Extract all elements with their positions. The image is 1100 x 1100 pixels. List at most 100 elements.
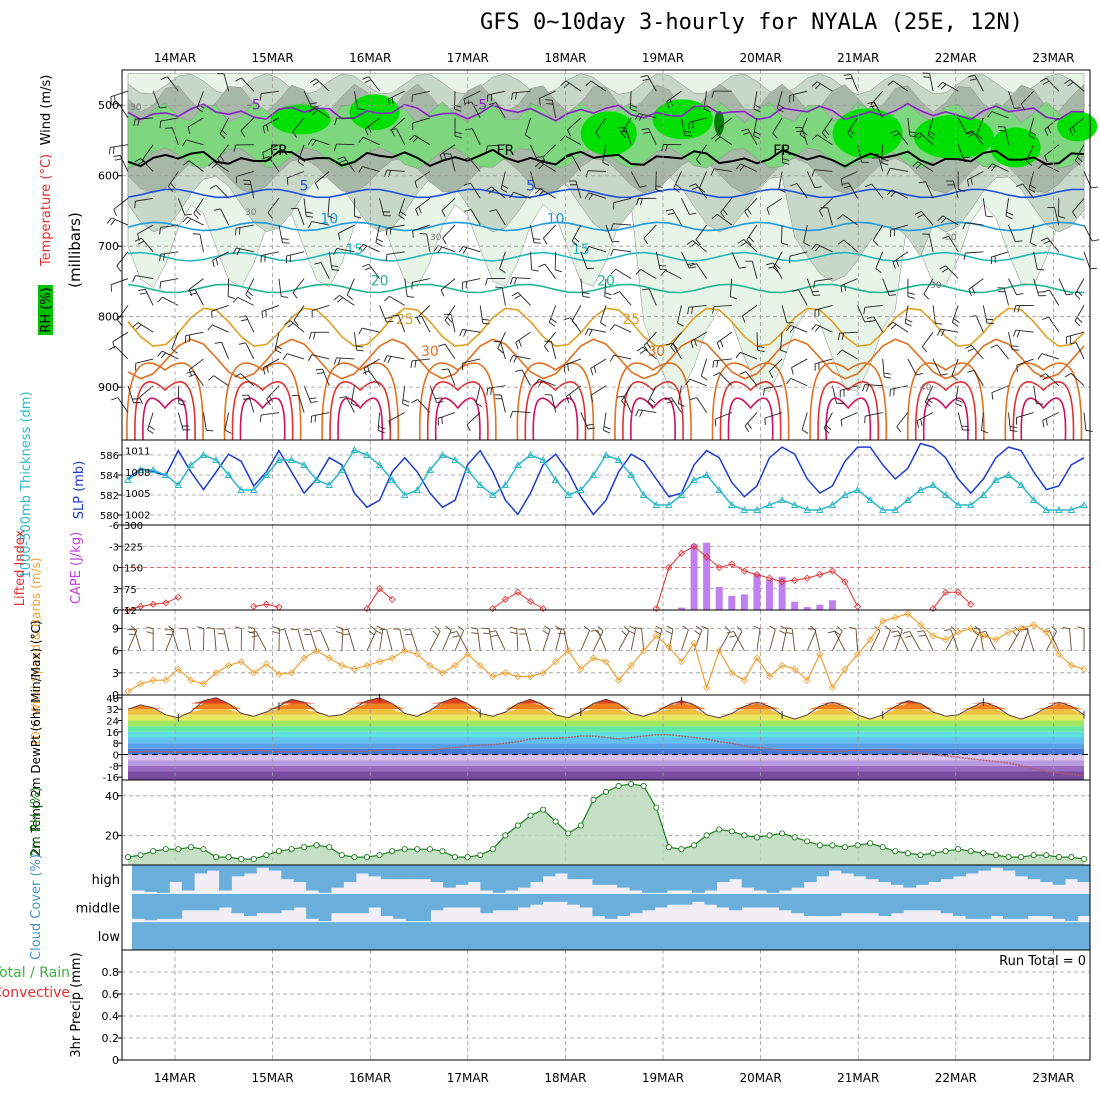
wind-speed-point (778, 661, 786, 670)
barb-shaft (388, 412, 405, 422)
cloud-cell (617, 865, 631, 888)
wind-speed-point (124, 687, 132, 695)
wind-barb (1033, 385, 1044, 405)
barb-shaft (974, 75, 984, 92)
date-label-bottom: 23MAR (1032, 1071, 1074, 1085)
barb-flag (610, 223, 614, 231)
barb-shaft (516, 628, 519, 651)
wind-barb (308, 107, 330, 119)
barb-flag (687, 307, 690, 315)
wind-barb (278, 224, 290, 244)
barb-flag (346, 294, 353, 300)
wind-speed-point (275, 670, 283, 678)
barb-flag (634, 627, 642, 630)
barb-shaft (629, 91, 632, 110)
wind-barb (262, 117, 280, 134)
surface-heat-contour (1004, 362, 1083, 441)
barb-flag (389, 227, 392, 235)
barb-flag (623, 626, 630, 632)
barb-shaft (1004, 126, 1009, 145)
barb-flag (362, 245, 368, 252)
wind-barb (712, 304, 732, 314)
barb-shaft (871, 183, 884, 199)
tick-label: 586 (100, 451, 119, 462)
thickness-point (375, 460, 384, 468)
rh2m-point (930, 850, 937, 857)
wind-barb (379, 628, 393, 651)
rh-contour-label: 30 (930, 281, 942, 291)
cloud-cell (505, 865, 519, 891)
wind-speed-point (916, 621, 925, 629)
wind-barb (260, 251, 280, 263)
barb-flag (266, 124, 269, 132)
barb-shaft (268, 156, 280, 172)
cloud-cell (629, 865, 643, 891)
barb-flag (314, 262, 322, 265)
barb-flag (666, 625, 674, 630)
barb-flag (584, 192, 590, 199)
rh2m-point (439, 848, 446, 855)
wind-barb (112, 331, 129, 349)
barb-flag (134, 237, 142, 242)
barb-shaft (386, 224, 405, 229)
cloud-cell (567, 921, 581, 950)
barb-shaft (567, 117, 582, 131)
barb-flag (135, 324, 142, 330)
barb-shaft (1083, 224, 1093, 242)
barb-flag (630, 104, 638, 108)
barb-shaft (512, 410, 531, 413)
barb-flag (407, 296, 415, 298)
barb-flag (687, 262, 695, 265)
barb-flag (827, 630, 835, 634)
barb-shaft (1048, 316, 1060, 333)
wind-barb (1008, 332, 1020, 351)
barb-flag (1028, 134, 1036, 140)
barb-flag (953, 318, 960, 323)
barb-flag (1064, 79, 1071, 85)
wind-barb (886, 189, 909, 199)
barb-flag (887, 321, 894, 328)
cloud-cell (542, 865, 556, 877)
barb-shaft (814, 278, 833, 282)
barb-shaft (363, 136, 380, 146)
wind-barb (976, 117, 984, 140)
temperature-contour (127, 102, 1085, 122)
wind-barb (333, 357, 355, 365)
wind-barb (843, 74, 858, 92)
barb-flag (724, 626, 731, 632)
bottom-date-labels: 14MAR 15MAR 16MAR 17MAR 18MAR 19MAR 20MAR 21MAR… (154, 1071, 1075, 1085)
barb-flag (462, 157, 469, 161)
wind-barb (212, 251, 229, 268)
rh2m-point (716, 826, 723, 833)
wind-barb (841, 182, 858, 199)
barb-flag (716, 360, 719, 368)
wind-speed-point (879, 617, 887, 625)
barb-flag (337, 156, 345, 160)
wind-barb (389, 128, 406, 145)
temperature-contour (127, 338, 1085, 380)
barb-flag (501, 184, 509, 189)
barb-shaft (411, 358, 430, 362)
rh2m-point (615, 782, 622, 789)
wind-barb (839, 385, 858, 398)
tick-label: 700 (98, 240, 119, 253)
cloud-cell (579, 893, 593, 908)
barb-flag (309, 102, 317, 105)
wind-barb (438, 343, 456, 360)
rh2m-point (414, 846, 421, 853)
barb-flag (1051, 626, 1057, 632)
wind-barb (358, 243, 380, 253)
barb-shaft (110, 278, 129, 286)
barb-flag (685, 378, 691, 386)
wind-barb (1040, 237, 1060, 253)
wind-barb (635, 409, 657, 417)
cloud-cell (194, 865, 208, 874)
surface-heat-contour (134, 381, 196, 441)
cloud-cell (816, 893, 830, 916)
wind-barb (530, 171, 543, 190)
wind-barb (292, 117, 305, 138)
wind-speed-point (1017, 624, 1025, 633)
wind-barb (171, 332, 179, 354)
barb-flag (333, 248, 338, 255)
